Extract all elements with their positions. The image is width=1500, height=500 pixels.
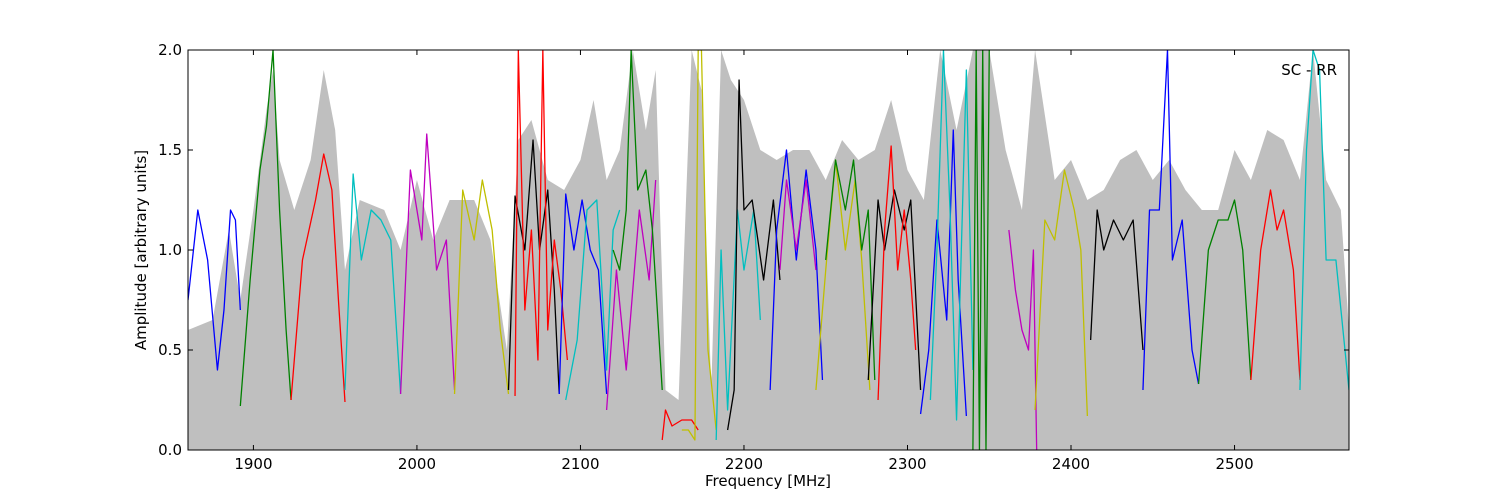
series-line-4	[344, 173, 402, 395]
series-line-17	[769, 149, 824, 391]
chart-annotation: SC - RR	[1281, 61, 1337, 79]
series-line-24	[929, 50, 974, 421]
series-line-3	[290, 153, 346, 403]
series-line-8	[514, 50, 569, 397]
series-line-31	[1250, 189, 1301, 381]
series-line-20	[825, 159, 876, 381]
x-axis-label: Frequency [MHz]	[705, 472, 831, 490]
x-tick-label: 2500	[1215, 455, 1253, 473]
y-tick-label: 0.0	[158, 441, 182, 459]
y-tick-label: 0.5	[158, 341, 182, 359]
x-tick-label: 2400	[1052, 455, 1090, 473]
series-line-30	[1197, 199, 1252, 385]
series-line-12	[612, 50, 663, 391]
series-line-22	[877, 145, 917, 401]
x-tick-label: 1900	[234, 455, 272, 473]
series-line-21	[867, 189, 922, 391]
series-line-29	[1142, 50, 1200, 391]
y-tick-label: 1.0	[158, 241, 182, 259]
series-line-19	[815, 159, 871, 391]
series-line-28	[1089, 209, 1144, 351]
x-tick-label: 2300	[888, 455, 926, 473]
x-axis: 1900 2000 2100 2200 2300 2400 2500	[234, 50, 1254, 473]
y-tick-label: 1.5	[158, 141, 182, 159]
y-tick-label: 2.0	[158, 41, 182, 59]
series-line-26	[1008, 229, 1038, 450]
envelope-area	[188, 50, 1349, 450]
series-line-5	[399, 133, 456, 395]
series-line-25	[972, 50, 990, 450]
series-line-6	[453, 179, 510, 395]
series-line-14	[681, 50, 717, 441]
series-line-9	[558, 193, 608, 395]
y-axis: 0.0 0.5 1.0 1.5 2.0	[158, 41, 1349, 459]
series-line-2	[239, 50, 292, 407]
y-axis-label: Amplitude [arbitrary units]	[132, 150, 150, 350]
series-line-27	[1034, 169, 1089, 417]
plot-area	[188, 50, 1349, 450]
series-line-1	[188, 209, 241, 371]
series-line-10	[565, 199, 621, 401]
x-tick-label: 2200	[725, 455, 763, 473]
x-tick-label: 2000	[398, 455, 436, 473]
series-line-32	[1299, 50, 1349, 391]
series-line-18	[779, 179, 817, 271]
series-line-13	[661, 409, 699, 441]
series-line-16	[726, 79, 781, 431]
series-line-11	[605, 179, 657, 411]
x-tick-label: 2100	[561, 455, 599, 473]
series-line-23	[919, 129, 968, 417]
